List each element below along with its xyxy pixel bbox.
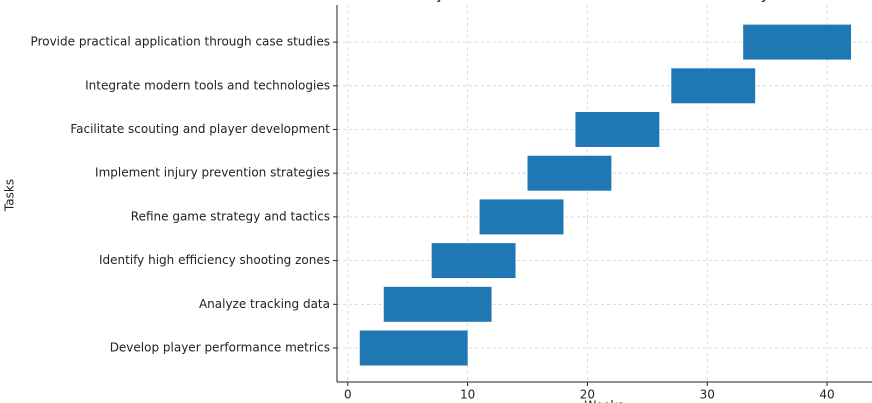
y-tick-label: Integrate modern tools and technologies	[85, 78, 330, 92]
task-bar	[359, 330, 468, 366]
x-tick-label: 30	[700, 388, 715, 402]
x-tick-label: 0	[344, 388, 352, 402]
y-tick-label: Identify high efficiency shooting zones	[99, 253, 330, 267]
x-axis-label: Weeks	[584, 399, 623, 403]
y-tick-label: Develop player performance metrics	[110, 341, 330, 355]
y-axis-label: Tasks	[3, 179, 17, 212]
task-bar	[383, 286, 492, 322]
y-tick-label: Facilitate scouting and player developme…	[70, 122, 330, 136]
task-bar	[671, 68, 756, 104]
task-bar	[743, 24, 852, 60]
task-bar	[575, 112, 660, 147]
x-tick-label: 40	[819, 388, 834, 402]
task-bar	[479, 199, 564, 235]
task-bar	[431, 243, 516, 279]
chart-title: Project Plan Gantt Chart for Basketball …	[412, 0, 798, 3]
x-tick-label: 10	[460, 388, 475, 402]
y-tick-label: Refine game strategy and tactics	[131, 209, 330, 223]
x-tick-label: 20	[580, 388, 595, 402]
task-bar	[527, 155, 612, 191]
y-tick-label: Provide practical application through ca…	[31, 35, 330, 49]
y-tick-label: Analyze tracking data	[199, 297, 330, 311]
y-tick-label: Implement injury prevention strategies	[95, 166, 330, 180]
